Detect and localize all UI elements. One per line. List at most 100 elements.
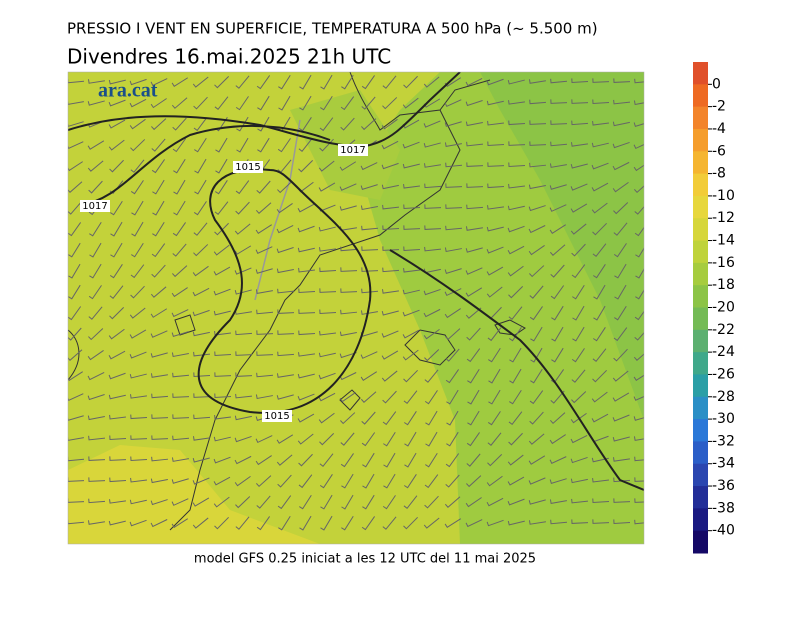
- wind-barb: [131, 200, 144, 216]
- wind-barb: [508, 286, 524, 299]
- wind-barb: [193, 414, 211, 420]
- wind-barb: [298, 453, 313, 467]
- wind-barb: [634, 226, 644, 237]
- wind-barb: [234, 289, 252, 295]
- wind-barb: [362, 494, 375, 510]
- title: PRESSIO I VENT EN SUPERFICIE, TEMPERATUR…: [67, 20, 598, 38]
- wind-barb: [68, 415, 84, 421]
- wind-barb: [467, 368, 480, 384]
- wind-barb: [591, 391, 608, 403]
- wind-barb: [403, 390, 418, 405]
- wind-barb: [635, 268, 644, 279]
- wind-barb: [255, 268, 273, 274]
- wind-barb: [130, 264, 145, 279]
- colorbar-swatch: [693, 307, 708, 331]
- wind-barb: [108, 350, 126, 360]
- wind-barb: [277, 181, 293, 194]
- wind-barb: [592, 78, 610, 83]
- wind-barb: [403, 495, 418, 509]
- wind-barb: [318, 182, 336, 192]
- wind-barb: [129, 118, 146, 130]
- wind-barb: [487, 120, 505, 126]
- wind-barb: [487, 411, 501, 426]
- wind-barb: [593, 264, 606, 279]
- isobar-label-box: [233, 161, 263, 173]
- colorbar-swatch: [693, 195, 708, 219]
- colorbar-label: -32: [712, 433, 735, 449]
- wind-barb: [425, 431, 438, 447]
- wind-barb: [340, 412, 356, 425]
- wind-barb: [278, 74, 291, 90]
- colorbar-label: -8: [712, 166, 726, 182]
- wind-barb: [614, 284, 627, 300]
- wind-barb: [444, 288, 462, 297]
- wind-barb: [339, 205, 357, 211]
- wind-barb: [68, 371, 83, 382]
- map: ara.cat: [68, 72, 644, 544]
- wind-barb: [173, 200, 186, 216]
- wind-barb: [234, 435, 252, 443]
- wind-barb: [486, 266, 504, 276]
- wind-barb: [444, 99, 462, 107]
- wind-barb: [130, 394, 147, 399]
- wind-barb: [635, 247, 644, 258]
- wind-barb: [467, 410, 480, 426]
- isobar-label-box: [80, 200, 110, 212]
- wind-barb: [151, 118, 167, 131]
- colorbar-label: -10: [712, 188, 735, 204]
- wind-barb: [593, 284, 606, 300]
- wind-barb: [465, 287, 483, 297]
- wind-barb: [171, 97, 188, 109]
- wind-barb: [466, 162, 484, 167]
- wind-barb: [109, 307, 125, 320]
- colorbar-swatch: [693, 84, 708, 108]
- wind-barb: [151, 159, 165, 174]
- wind-barb: [551, 326, 564, 342]
- subtitle: Divendres 16.mai.2025 21h UTC: [67, 45, 391, 69]
- wind-barb: [423, 142, 441, 148]
- colorbar-swatch: [693, 463, 708, 487]
- logo: ara.cat: [98, 80, 158, 102]
- wind-barb: [424, 225, 442, 230]
- wind-barb: [213, 436, 231, 442]
- wind-barb: [425, 452, 438, 468]
- wind-barb: [234, 223, 251, 235]
- wind-barb: [87, 415, 105, 421]
- wind-barb: [613, 78, 631, 83]
- wind-barb: [549, 163, 567, 168]
- wind-barb: [424, 349, 440, 362]
- wind-barb: [635, 289, 644, 300]
- wind-barb: [486, 286, 503, 298]
- wind-barb: [68, 327, 82, 341]
- wind-barb: [319, 453, 334, 467]
- wind-barb: [530, 347, 543, 363]
- wind-barb: [613, 348, 628, 362]
- wind-barb: [89, 221, 102, 237]
- wind-barb: [235, 496, 251, 509]
- wind-barb: [214, 351, 232, 357]
- wind-barb: [130, 159, 145, 173]
- wind-barb: [508, 306, 523, 320]
- wind-barb: [256, 75, 271, 90]
- wind-barb: [423, 308, 441, 318]
- wind-barb: [341, 515, 354, 531]
- wind-barb: [339, 331, 357, 337]
- wind-barb: [129, 351, 147, 359]
- wind-barb: [213, 496, 230, 508]
- wind-barb: [277, 330, 295, 335]
- wind-barb: [171, 309, 189, 318]
- wind-barb: [403, 184, 420, 189]
- wind-barb: [150, 478, 168, 484]
- wind-barb: [214, 75, 230, 89]
- wind-barb: [68, 306, 82, 321]
- wind-barb: [360, 184, 378, 191]
- wind-barb: [571, 369, 586, 383]
- wind-barb: [508, 432, 523, 446]
- wind-barb: [318, 412, 335, 424]
- wind-barb: [466, 475, 482, 488]
- wind-barb: [257, 137, 270, 153]
- wind-barb: [613, 457, 630, 462]
- wind-barb: [486, 100, 504, 106]
- wind-barb: [255, 224, 272, 235]
- wind-barb: [193, 96, 208, 110]
